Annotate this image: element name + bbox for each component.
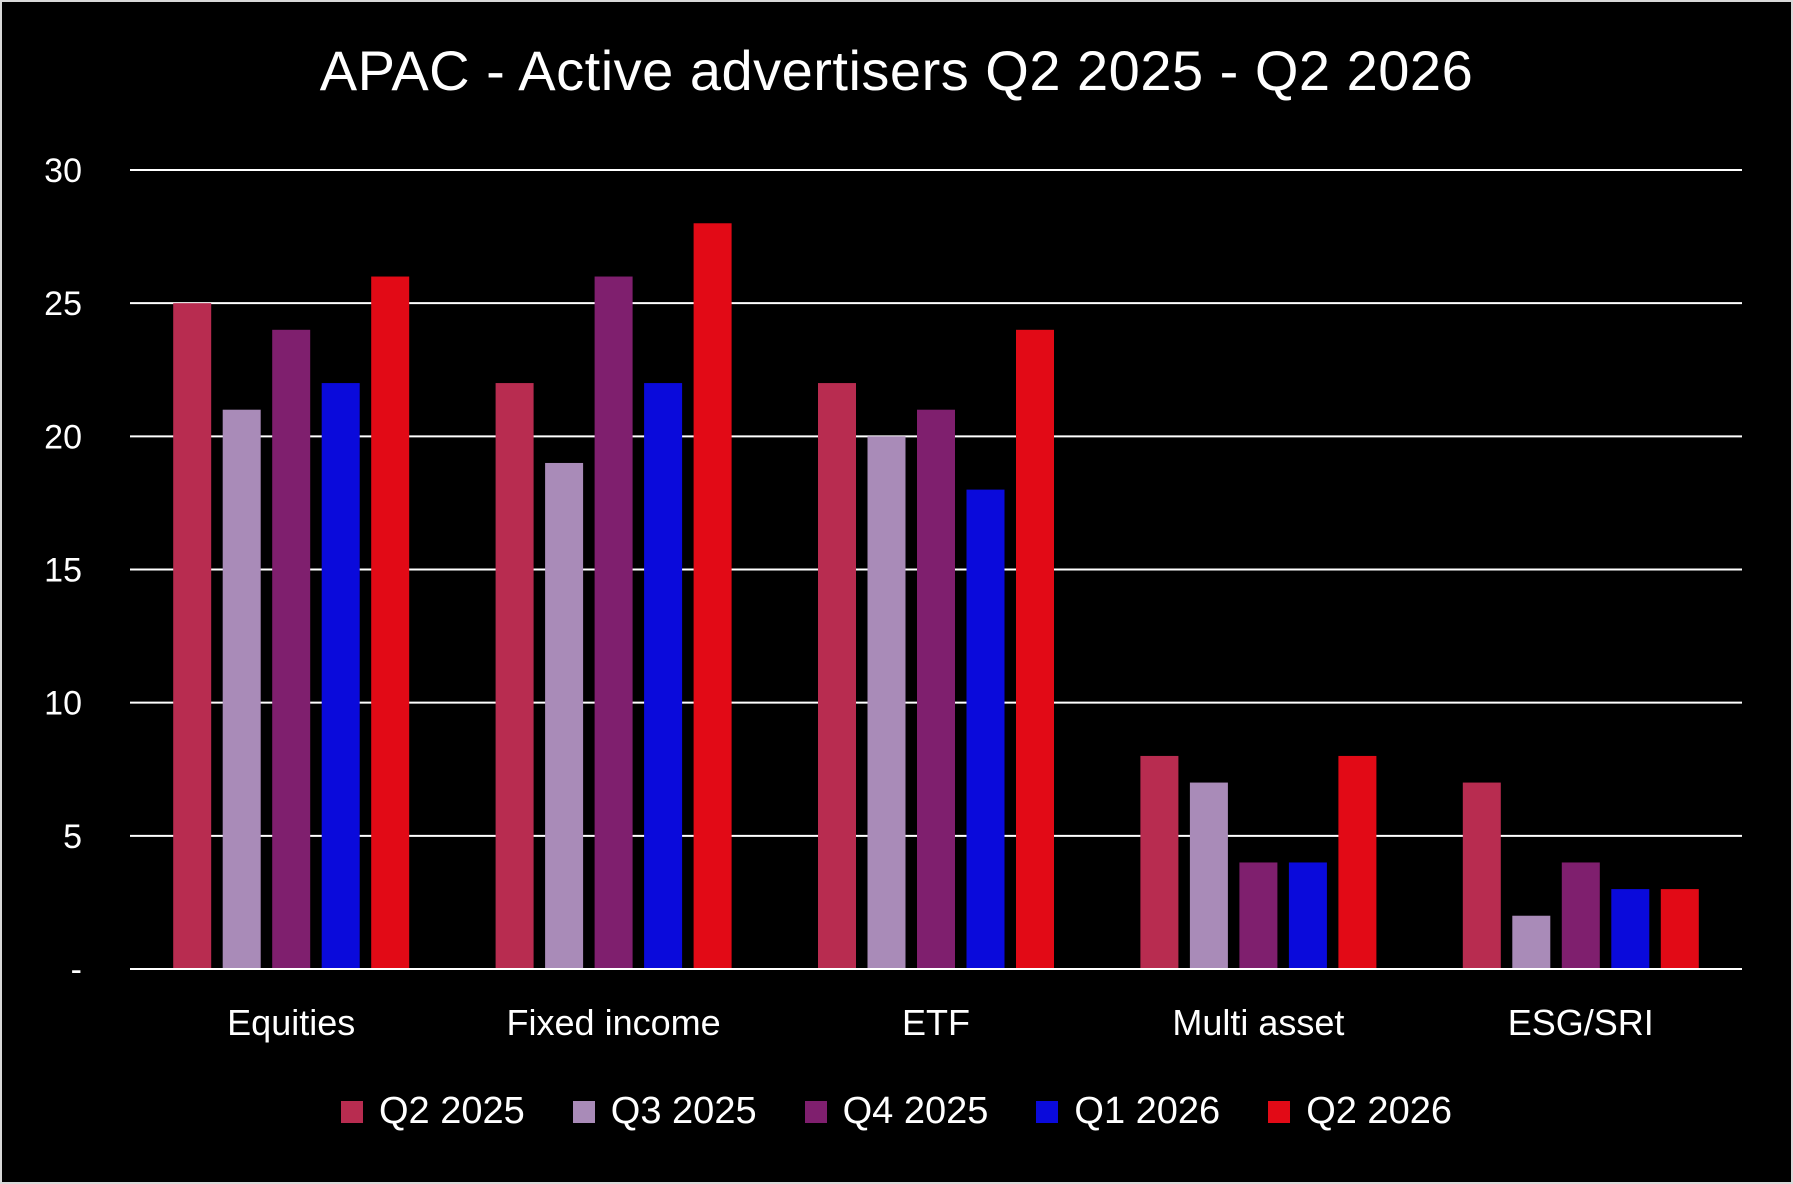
x-tick-label: ETF xyxy=(902,1002,970,1043)
y-tick-label: 30 xyxy=(44,152,82,190)
bar-multi-asset-q1-2026 xyxy=(1288,862,1327,969)
y-tick-label: 5 xyxy=(63,818,82,856)
bar-fixed-income-q2-2025 xyxy=(495,383,534,970)
y-tick-label: 15 xyxy=(44,552,82,590)
legend-item: Q2 2026 xyxy=(1268,1090,1452,1133)
bar-etf-q2-2026 xyxy=(1016,329,1054,969)
bar-multi-asset-q4-2025 xyxy=(1239,862,1278,969)
bar-multi-asset-q3-2025 xyxy=(1189,782,1228,969)
legend-item: Q1 2026 xyxy=(1036,1090,1220,1133)
y-tick-label: 10 xyxy=(44,685,82,723)
x-tick-label: ESG/SRI xyxy=(1508,1002,1654,1043)
bar-equities-q2-2026 xyxy=(371,276,410,969)
bar-etf-q3-2025 xyxy=(867,436,906,969)
bar-equities-q3-2025 xyxy=(222,409,261,969)
bar-equities-q2-2025 xyxy=(173,303,212,970)
legend-swatch xyxy=(572,1100,595,1123)
legend-label: Q1 2026 xyxy=(1074,1090,1221,1132)
legend-label: Q4 2025 xyxy=(842,1090,989,1132)
legend-swatch xyxy=(804,1100,827,1123)
bar-esg-sri-q3-2025 xyxy=(1512,915,1551,969)
legend-label: Q3 2025 xyxy=(610,1090,757,1132)
chart-title: APAC - Active advertisers Q2 2025 - Q2 2… xyxy=(319,39,1474,102)
legend-swatch xyxy=(1036,1100,1059,1123)
legend-swatch xyxy=(341,1100,363,1123)
bar-fixed-income-q1-2026 xyxy=(644,383,683,970)
bar-multi-asset-q2-2025 xyxy=(1140,755,1179,969)
bar-etf-q1-2026 xyxy=(966,489,1005,969)
x-tick-label: Fixed income xyxy=(507,1002,721,1043)
bar-fixed-income-q2-2026 xyxy=(693,223,732,969)
bar-fixed-income-q4-2025 xyxy=(594,276,633,969)
bar-esg-sri-q2-2025 xyxy=(1462,782,1501,969)
bar-etf-q4-2025 xyxy=(917,409,955,969)
bar-equities-q4-2025 xyxy=(272,329,311,969)
legend-swatch xyxy=(1268,1100,1291,1123)
x-tick-label: Multi asset xyxy=(1172,1002,1344,1043)
bar-etf-q2-2025 xyxy=(818,383,856,970)
bar-esg-sri-q4-2025 xyxy=(1561,862,1600,969)
legend-item: Q2 2025 xyxy=(341,1090,525,1133)
legend-item: Q3 2025 xyxy=(572,1090,757,1133)
chart-legend: Q2 2025 Q3 2025 Q4 2025 Q1 2026 Q2 2026 xyxy=(0,1090,1793,1133)
x-tick-label: Equities xyxy=(227,1002,355,1043)
legend-label: Q2 2025 xyxy=(379,1090,525,1132)
bar-fixed-income-q3-2025 xyxy=(545,462,584,969)
bar-esg-sri-q1-2026 xyxy=(1611,889,1650,969)
y-tick-label: - xyxy=(71,951,82,989)
bar-equities-q1-2026 xyxy=(321,383,360,970)
y-tick-label: 25 xyxy=(44,285,82,323)
legend-item: Q4 2025 xyxy=(804,1090,989,1133)
bar-multi-asset-q2-2026 xyxy=(1338,755,1377,969)
legend-label: Q2 2026 xyxy=(1306,1090,1452,1132)
bar-esg-sri-q2-2026 xyxy=(1660,889,1699,969)
y-tick-label: 20 xyxy=(44,418,82,456)
